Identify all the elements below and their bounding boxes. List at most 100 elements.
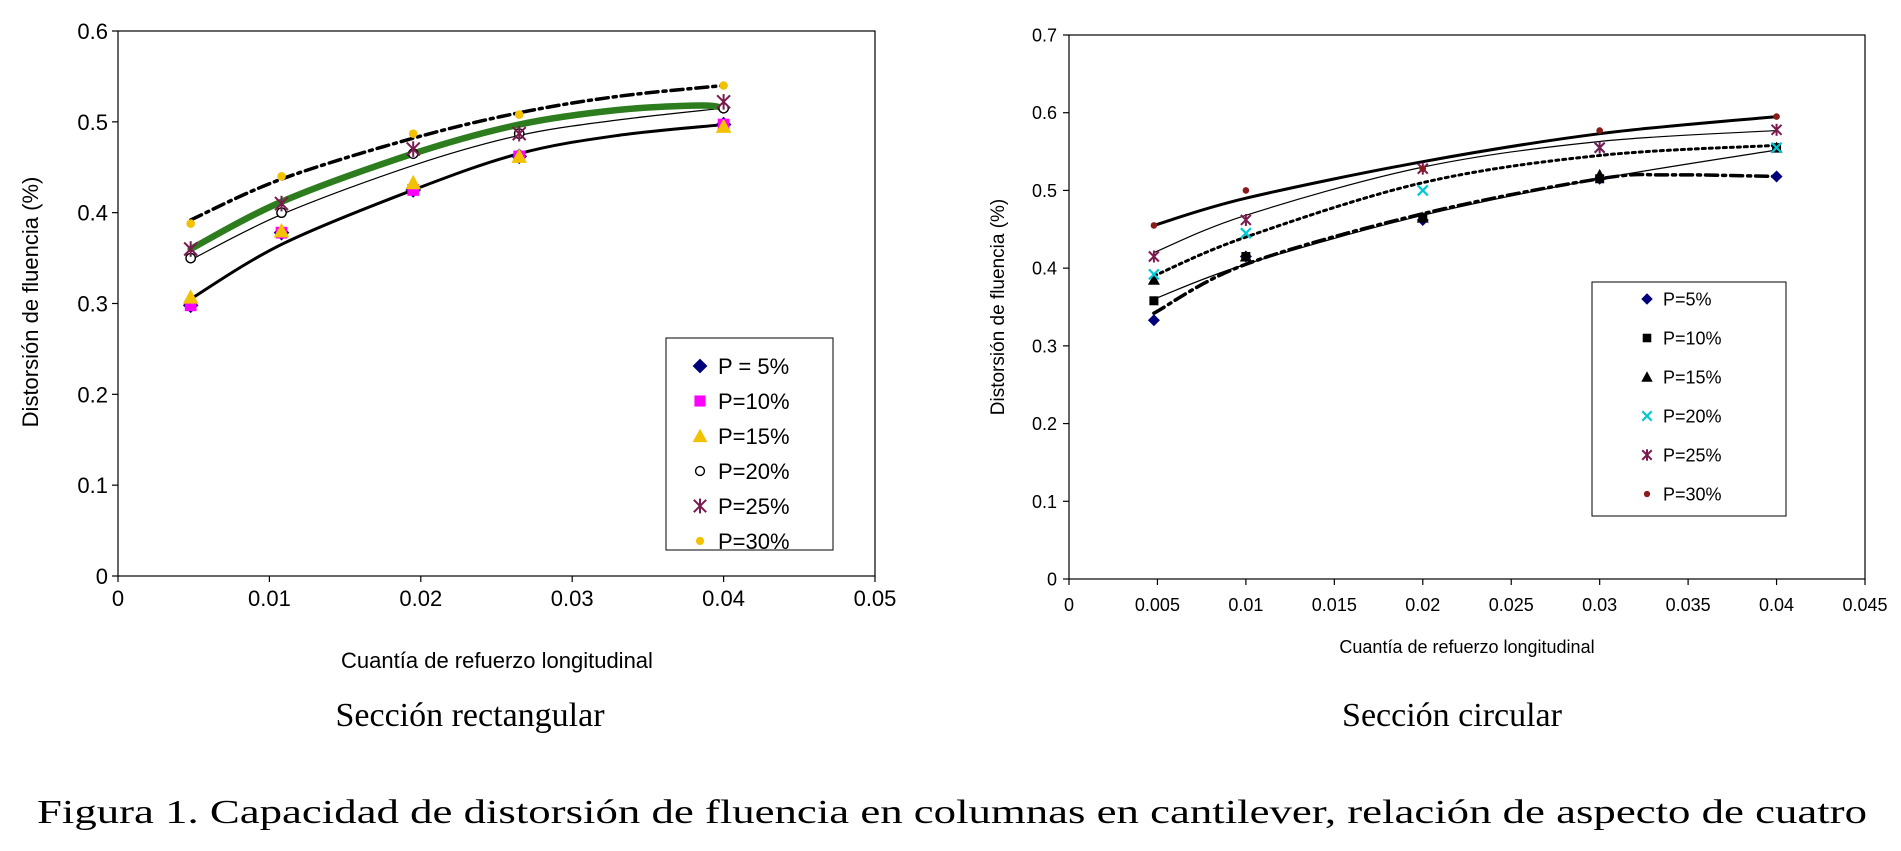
x-tick-label: 0.01 (248, 586, 291, 611)
data-point (186, 219, 195, 228)
y-tick-label: 0 (1047, 569, 1057, 589)
data-point (719, 81, 728, 90)
legend-label: P=25% (1663, 445, 1722, 465)
y-tick-label: 0.2 (1032, 414, 1057, 434)
legend-marker (1641, 293, 1653, 305)
axis-ticks: 0 0.1 0.2 0.3 0.4 0.5 0.6 0.7 0 0.005 0.01 0.015 0.0… (1032, 25, 1888, 615)
legend-label: P=20% (718, 459, 790, 484)
x-tick-label: 0.03 (551, 586, 594, 611)
x-tick-label: 0.03 (1582, 595, 1617, 615)
trendline-1 (189, 123, 726, 301)
legend-marker (1641, 449, 1653, 461)
data-point (274, 195, 289, 212)
data-point (1240, 227, 1252, 239)
data-point (183, 241, 198, 257)
data-point (1770, 123, 1783, 136)
y-tick-label: 0.3 (1032, 336, 1057, 356)
data-point (1770, 141, 1783, 154)
data-point (1239, 250, 1252, 262)
legend-label: P=10% (1663, 328, 1722, 348)
data-point (1773, 113, 1780, 120)
data-point (715, 118, 732, 133)
trendline-2 (1153, 149, 1778, 300)
legend-marker (694, 465, 706, 477)
x-tick-label: 0.005 (1135, 595, 1180, 615)
data-point (184, 299, 197, 312)
figure-caption: Figura 1. Capacidad de distorsión de flu… (37, 794, 1867, 831)
data-point (1148, 250, 1160, 263)
legend-box (665, 337, 834, 551)
x-axis-label: Cuantía de refuerzo longitudinal (341, 648, 653, 673)
data-point (1596, 127, 1603, 134)
y-axis-label: Distorsión de fluencia (%) (988, 199, 1009, 415)
legend-marker (1643, 490, 1651, 498)
axis-ticks: 0 0.1 0.2 0.3 0.4 0.5 0.6 0 0.01 0.02 0.03 0.04 0.05 (77, 19, 896, 611)
legend-marker (1641, 371, 1653, 382)
data-point (1150, 222, 1158, 229)
legend-marker (1642, 333, 1652, 343)
legend-label: P=5% (1663, 289, 1712, 309)
legend: P = 5% P=10% P=15% P=20% P=25% P=30% (665, 337, 834, 554)
x-tick-label: 0.025 (1489, 595, 1534, 615)
data-point (716, 94, 731, 110)
x-tick-label: 0.015 (1312, 595, 1357, 615)
chart-subtitle: Sección rectangular (335, 697, 605, 734)
y-axis-label: Distorsión de fluencia (%) (18, 177, 43, 428)
trendlines (187, 83, 727, 301)
data-point (1593, 141, 1606, 154)
legend-label: P=15% (718, 424, 790, 449)
y-tick-label: 0.6 (77, 19, 108, 44)
y-tick-label: 0.7 (1032, 25, 1057, 45)
y-tick-label: 0.3 (77, 291, 108, 316)
trendline-5 (1152, 115, 1779, 227)
y-tick-label: 0.4 (77, 201, 108, 226)
y-tick-label: 0.4 (1032, 259, 1057, 279)
data-point (1593, 168, 1606, 180)
y-tick-label: 0.5 (77, 110, 108, 135)
data-point (182, 289, 199, 304)
data-points (182, 81, 732, 314)
x-tick-label: 0.035 (1666, 595, 1711, 615)
x-tick-label: 0.02 (399, 586, 442, 611)
data-point (1147, 273, 1160, 285)
data-point (405, 174, 422, 190)
legend-box (1591, 281, 1787, 517)
legend-marker (1641, 410, 1653, 422)
x-tick-label: 0.04 (702, 586, 745, 611)
legend-label: P=10% (718, 389, 790, 414)
chart-rectangular: 0 0.1 0.2 0.3 0.4 0.5 0.6 0 0.01 0.02 0.03 0.04 0.05… (18, 19, 896, 734)
data-point (1419, 165, 1427, 172)
data-point (1770, 170, 1783, 183)
data-point (1149, 296, 1159, 306)
legend-marker (692, 358, 708, 374)
data-point (1147, 314, 1160, 327)
data-point (514, 110, 524, 119)
plot-frame (1068, 34, 1866, 580)
data-point (407, 184, 420, 196)
trendline-1 (1152, 172, 1779, 315)
legend-label: P=25% (718, 494, 790, 519)
trendlines (1152, 115, 1779, 315)
data-point (512, 125, 527, 142)
x-axis-label: Cuantía de refuerzo longitudinal (1339, 637, 1594, 657)
y-tick-label: 0 (96, 564, 108, 589)
data-points (1147, 113, 1783, 327)
trendline-3 (1152, 143, 1779, 278)
data-point (1416, 211, 1429, 223)
y-tick-label: 0.2 (77, 382, 108, 407)
y-tick-label: 0.1 (1032, 492, 1057, 512)
trendline-4 (188, 83, 726, 222)
data-point (1240, 213, 1252, 226)
data-point (408, 129, 418, 138)
data-point (511, 148, 528, 163)
legend-marker (694, 395, 706, 407)
chart-circular: 0 0.1 0.2 0.3 0.4 0.5 0.6 0.7 0 0.005 0.01 0.015 0.0… (988, 25, 1888, 734)
chart-subtitle: Sección circular (1342, 697, 1563, 734)
y-tick-label: 0.5 (1032, 181, 1057, 201)
data-point (1417, 184, 1429, 197)
y-tick-label: 0.6 (1032, 103, 1057, 123)
x-tick-label: 0.05 (854, 586, 897, 611)
legend-label: P=20% (1663, 406, 1722, 426)
legend-label: P = 5% (718, 354, 789, 379)
